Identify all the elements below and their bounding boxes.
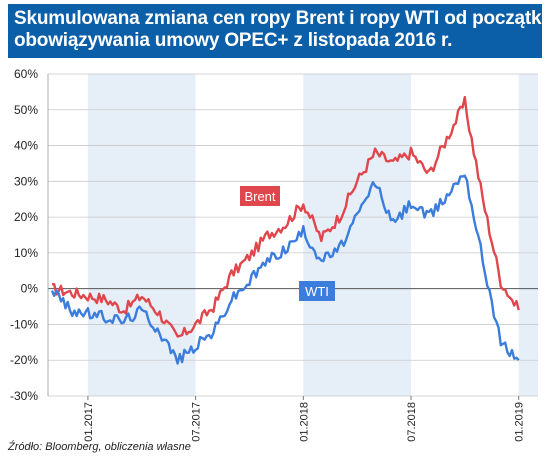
chart-title: Skumulowana zmiana cen ropy Brent i ropy… [8,4,550,58]
y-tick-label: 40% [14,139,38,153]
series-label-box [299,281,335,301]
shaded-band [518,74,538,396]
y-tick-label: 10% [14,246,38,260]
title-line-1: Skumulowana zmiana cen ropy Brent i ropy… [14,8,550,29]
source-note: Źródło: Bloomberg, obliczenia własne [8,441,191,453]
shaded-band [87,74,196,396]
x-tick-label: 07.2018 [406,402,418,442]
y-tick-label: 60% [14,67,38,81]
y-tick-label: -30% [10,389,38,403]
series-line-brent [51,95,520,338]
y-tick-label: 20% [14,210,38,224]
shaded-band [303,74,411,396]
series-line-wti [50,174,520,365]
x-tick-label: 01.2017 [83,402,95,442]
x-tick-label: 01.2018 [298,402,310,442]
x-tick-label: 01.2019 [514,402,526,442]
x-tick-label: 07.2017 [191,402,203,442]
y-tick-label: 0% [21,282,39,296]
y-tick-label: -10% [10,317,38,331]
title-line-2: obowiązywania umowy OPEC+ z listopada 20… [14,30,453,51]
series-label-wti: WTI [305,284,329,299]
series-label-brent: Brent [244,189,275,204]
y-tick-label: -20% [10,353,38,367]
series-label-box [240,186,280,206]
y-tick-label: 30% [14,174,38,188]
y-tick-label: 50% [14,103,38,117]
